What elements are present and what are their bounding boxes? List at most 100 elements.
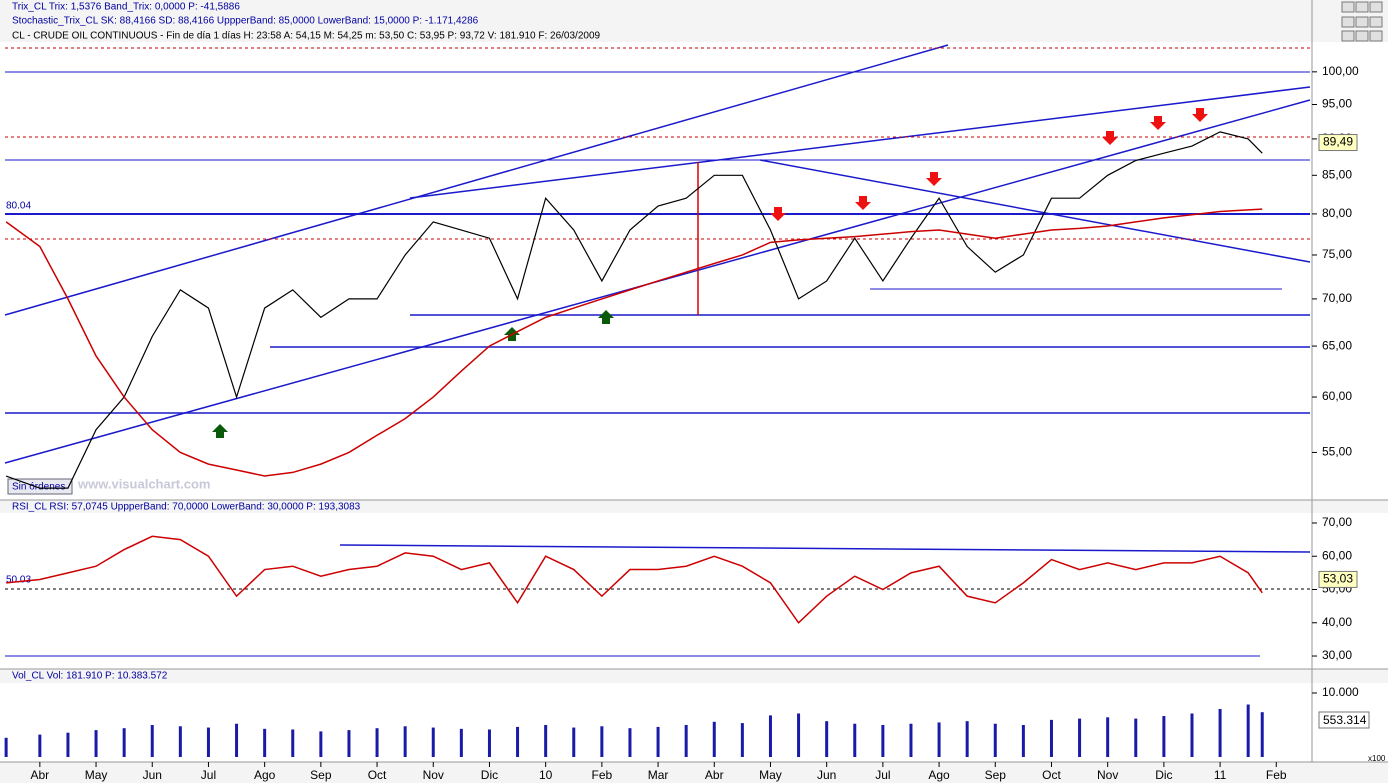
- arrow-down: [770, 207, 786, 221]
- y-tick-label: 80,00: [1322, 206, 1352, 220]
- button[interactable]: [1341, 30, 1355, 42]
- y-tick-label: 60,00: [1322, 548, 1352, 562]
- window-buttons[interactable]: [1341, 1, 1383, 42]
- button[interactable]: [1341, 16, 1355, 28]
- y-tick-label: 70,00: [1322, 291, 1352, 305]
- trendline: [409, 86, 1311, 199]
- volume-bar: [150, 725, 154, 757]
- y-tick-label: 30,00: [1322, 648, 1352, 662]
- volume-bar: [403, 726, 407, 757]
- button[interactable]: [1369, 30, 1383, 42]
- volume-bar: [66, 732, 70, 757]
- volume-bar: [291, 729, 295, 757]
- x-tick-label: Dic: [1155, 768, 1172, 782]
- panel-title: Vol_CL Vol: 181.910 P: 10.383.572: [12, 671, 168, 682]
- volume-bar: [347, 730, 351, 757]
- button[interactable]: [1341, 1, 1355, 13]
- indicator-header: Stochastic_Trix_CL SK: 88,4166 SD: 88,41…: [12, 16, 479, 27]
- volume-bar: [487, 729, 491, 757]
- volume-bar: [544, 725, 548, 757]
- level-label: 80.04: [6, 201, 31, 212]
- volume-bar: [1049, 719, 1053, 757]
- x-tick-label: Oct: [1042, 768, 1061, 782]
- x-tick-label: Feb: [1266, 768, 1287, 782]
- volume-bar: [712, 721, 716, 757]
- x-tick-label: Nov: [1097, 768, 1118, 782]
- current-value: 553.314: [1323, 713, 1367, 727]
- x-tick-label: Dic: [481, 768, 498, 782]
- volume-bar: [881, 725, 885, 757]
- y-tick-label: 55,00: [1322, 445, 1352, 459]
- y-tick-label: 65,00: [1322, 338, 1352, 352]
- button[interactable]: [1369, 1, 1383, 13]
- volume-bar: [431, 727, 435, 757]
- x-tick-label: Feb: [592, 768, 613, 782]
- x-tick-label: Ago: [254, 768, 276, 782]
- volume-bar: [1162, 716, 1166, 757]
- volume-bar: [684, 725, 688, 757]
- x-tick-label: Jun: [817, 768, 836, 782]
- volume-bar: [1190, 713, 1194, 757]
- button[interactable]: [1355, 1, 1369, 13]
- indicator-header: Trix_CL Trix: 1,5376 Band_Trix: 0,0000 P…: [12, 2, 240, 13]
- y-tick-label: 70,00: [1322, 515, 1352, 529]
- arrow-down: [1102, 131, 1118, 145]
- x-tick-label: Abr: [705, 768, 724, 782]
- button[interactable]: [1355, 30, 1369, 42]
- volume-bar: [235, 723, 239, 757]
- watermark: www.visualchart.com: [77, 476, 210, 491]
- volume-bar: [263, 728, 267, 757]
- dashed-levels: [5, 47, 1310, 240]
- volume-bar: [965, 721, 969, 757]
- volume-bar: [797, 713, 801, 757]
- x-tick-label: Jul: [875, 768, 890, 782]
- volume-bar: [375, 728, 379, 757]
- volume-bar: [206, 727, 210, 757]
- x-tick-label: Jun: [143, 768, 162, 782]
- volume-bar: [993, 723, 997, 757]
- y-tick-label: 85,00: [1322, 167, 1352, 181]
- x-tick-label: May: [85, 768, 108, 782]
- series-line: [5, 208, 1263, 477]
- y-tick-label: 75,00: [1322, 247, 1352, 261]
- sell-arrows: [770, 108, 1208, 221]
- rsi-trendline: [339, 544, 1311, 553]
- volume-bar: [94, 730, 98, 757]
- last-value: 53,03: [1323, 572, 1353, 586]
- header-strip: [0, 0, 1388, 42]
- volume-bar: [740, 723, 744, 757]
- volume-bar: [909, 723, 913, 757]
- y-tick-label: 60,00: [1322, 389, 1352, 403]
- volume-bar: [178, 726, 182, 757]
- volume-bar: [600, 726, 604, 757]
- button[interactable]: [1355, 16, 1369, 28]
- button[interactable]: [1369, 16, 1383, 28]
- volume-bar: [1106, 717, 1110, 757]
- y-tick-label: 10.000: [1322, 685, 1359, 699]
- volume-bar: [853, 723, 857, 757]
- arrow-down: [1150, 116, 1166, 130]
- x-tick-label: Sep: [985, 768, 1007, 782]
- trendline: [4, 44, 949, 316]
- trendlines: [4, 44, 1311, 657]
- x-tick-label: Mar: [648, 768, 669, 782]
- time-axis-strip: [0, 762, 1388, 783]
- volume-bar: [1134, 718, 1138, 757]
- volume-bar: [516, 726, 520, 757]
- volume-bar: [319, 731, 323, 757]
- y-tick-label: 100,00: [1322, 64, 1359, 78]
- chart-title: CL - CRUDE OIL CONTINUOUS - Fin de día 1…: [12, 31, 601, 42]
- last-value-box: [1318, 570, 1358, 588]
- y-tick-label: 40,00: [1322, 615, 1352, 629]
- volume-bar: [459, 728, 463, 757]
- x-tick-label: May: [759, 768, 782, 782]
- volume-bar: [1218, 709, 1222, 757]
- arrow-down: [926, 172, 942, 186]
- x-tick-label: Sep: [310, 768, 332, 782]
- value-box: [1318, 711, 1370, 729]
- volume-bar: [1260, 712, 1264, 757]
- level-label: 50.03: [6, 575, 31, 586]
